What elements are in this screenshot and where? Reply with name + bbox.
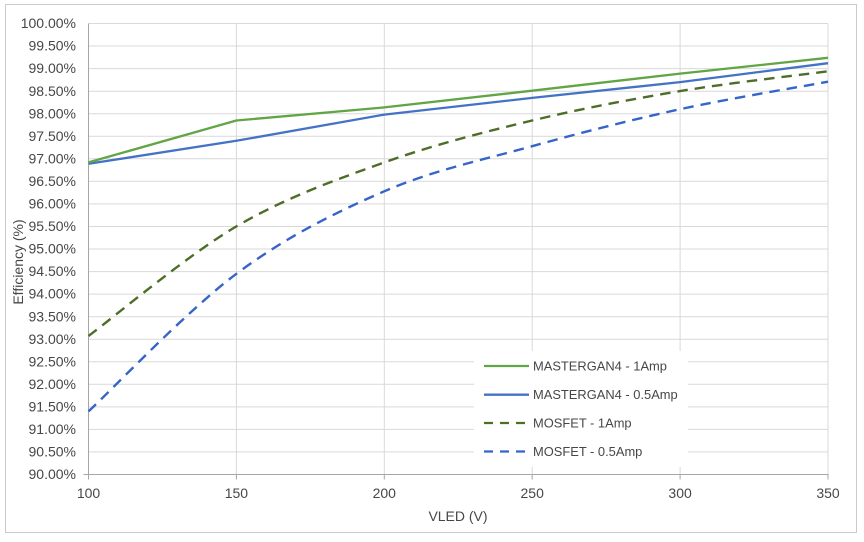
svg-text:93.00%: 93.00% [29, 331, 76, 347]
svg-text:94.00%: 94.00% [29, 286, 76, 302]
svg-text:97.50%: 97.50% [29, 128, 76, 144]
svg-text:93.50%: 93.50% [29, 308, 76, 324]
svg-text:100.00%: 100.00% [21, 15, 76, 31]
svg-text:90.00%: 90.00% [29, 466, 76, 482]
svg-text:94.50%: 94.50% [29, 263, 76, 279]
svg-text:90.50%: 90.50% [29, 444, 76, 460]
svg-text:150: 150 [225, 485, 249, 501]
svg-text:MASTERGAN4 - 1Amp: MASTERGAN4 - 1Amp [533, 359, 667, 374]
svg-text:VLED (V): VLED (V) [428, 508, 487, 524]
svg-text:100: 100 [77, 485, 101, 501]
svg-text:99.50%: 99.50% [29, 38, 76, 54]
svg-text:91.50%: 91.50% [29, 399, 76, 415]
svg-text:98.50%: 98.50% [29, 83, 76, 99]
svg-text:92.00%: 92.00% [29, 376, 76, 392]
svg-text:300: 300 [668, 485, 692, 501]
svg-text:95.00%: 95.00% [29, 241, 76, 257]
svg-text:95.50%: 95.50% [29, 218, 76, 234]
svg-text:350: 350 [816, 485, 840, 501]
svg-text:Efficiency (%): Efficiency (%) [10, 219, 26, 304]
svg-text:92.50%: 92.50% [29, 353, 76, 369]
svg-text:MASTERGAN4 - 0.5Amp: MASTERGAN4 - 0.5Amp [533, 387, 678, 402]
svg-text:MOSFET - 0.5Amp: MOSFET - 0.5Amp [533, 444, 642, 459]
svg-text:250: 250 [521, 485, 545, 501]
svg-text:MOSFET - 1Amp: MOSFET - 1Amp [533, 416, 632, 431]
svg-text:98.00%: 98.00% [29, 105, 76, 121]
svg-text:96.00%: 96.00% [29, 196, 76, 212]
svg-text:91.00%: 91.00% [29, 421, 76, 437]
svg-text:96.50%: 96.50% [29, 173, 76, 189]
svg-text:97.00%: 97.00% [29, 150, 76, 166]
svg-text:99.00%: 99.00% [29, 60, 76, 76]
svg-text:200: 200 [373, 485, 397, 501]
